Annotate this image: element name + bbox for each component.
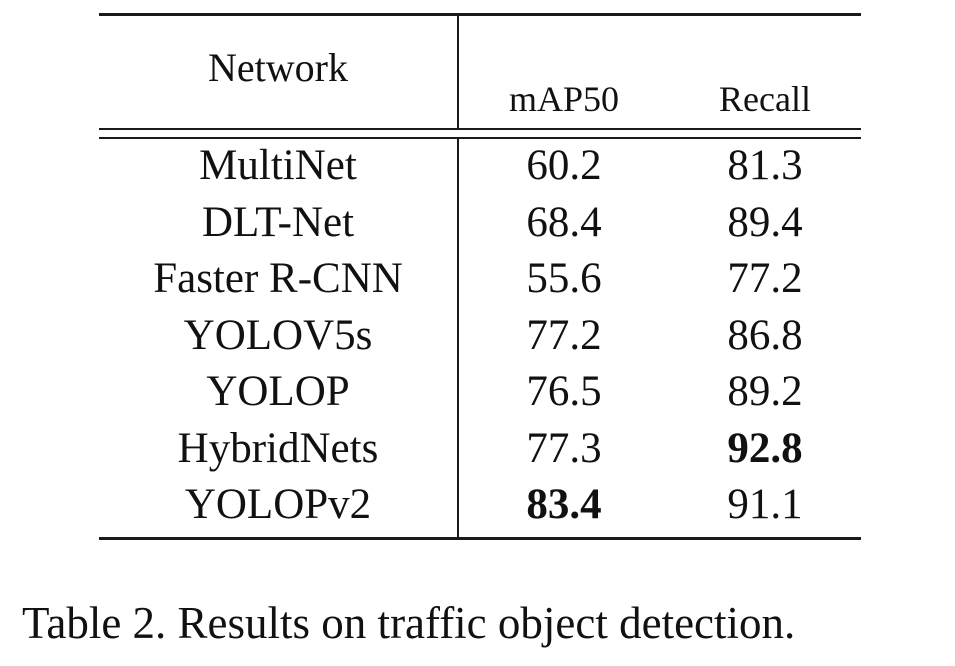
table-row: YOLOPv2 83.4 91.1 (99, 479, 861, 535)
table-row: HybridNets 77.3 92.8 (99, 423, 861, 479)
recall-cell: 81.3 (727, 142, 803, 189)
recall-cell: 91.1 (727, 481, 803, 528)
header-network: Network (208, 45, 348, 90)
header-recall: Recall (719, 79, 811, 119)
map50-cell: 83.4 (526, 481, 602, 528)
map50-cell: 68.4 (526, 198, 602, 246)
map50-cell: 77.3 (526, 424, 602, 472)
network-name-cell: Faster R-CNN (153, 255, 403, 302)
map50-cell: 76.5 (526, 368, 602, 415)
table-row: YOLOV5s 77.2 86.8 (99, 310, 861, 366)
header-rule-upper (99, 128, 861, 130)
recall-cell: 92.8 (727, 424, 803, 472)
recall-cell: 77.2 (727, 255, 803, 302)
recall-cell: 86.8 (727, 311, 803, 359)
table-caption: Table 2. Results on traffic object detec… (22, 598, 796, 648)
network-name-cell: MultiNet (199, 142, 357, 189)
header-rule-lower (99, 137, 861, 139)
map50-cell: 77.2 (526, 311, 602, 359)
table-row: MultiNet 60.2 81.3 (99, 140, 861, 196)
column-divider-header (457, 13, 459, 128)
network-name-cell: HybridNets (177, 424, 379, 472)
column-divider-body (457, 139, 459, 537)
network-name-cell: YOLOP (206, 368, 350, 415)
network-name-cell: YOLOV5s (183, 311, 373, 359)
network-name-cell: DLT-Net (201, 198, 355, 246)
top-rule (99, 13, 861, 16)
table-row: Faster R-CNN 55.6 77.2 (99, 253, 861, 309)
recall-cell: 89.4 (727, 198, 803, 246)
bottom-rule (99, 537, 861, 540)
map50-cell: 55.6 (526, 255, 602, 302)
recall-cell: 89.2 (727, 368, 803, 415)
network-name-cell: YOLOPv2 (184, 481, 372, 528)
header-map50: mAP50 (508, 79, 620, 119)
map50-cell: 60.2 (526, 142, 602, 189)
table-row: DLT-Net 68.4 89.4 (99, 197, 861, 253)
table-row: YOLOP 76.5 89.2 (99, 366, 861, 422)
